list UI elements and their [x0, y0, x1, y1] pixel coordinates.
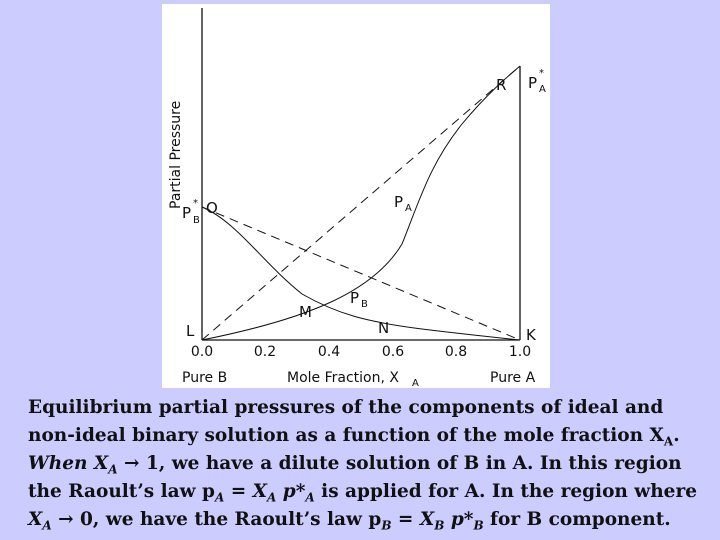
phase-diagram: Partial Pressure L K O R M N P * A P * B… [162, 4, 550, 388]
ideal-line-pb [201, 206, 521, 341]
curve-pb [201, 206, 521, 341]
svg-text:P: P [182, 204, 191, 222]
x-tick-label: 0.6 [382, 344, 404, 360]
pb-star-label: P * B [182, 198, 200, 226]
point-l-label: L [186, 322, 195, 340]
caption-line: When XA → 1, we have a dilute solution o… [28, 453, 682, 477]
curve-pa [201, 65, 521, 341]
svg-text:*: * [193, 198, 198, 209]
ideal-line-pa [201, 65, 521, 341]
pa-star-label: P * A [528, 68, 546, 95]
pb-curve-label: P B [350, 289, 368, 310]
svg-text:Mole Fraction, X: Mole Fraction, X [287, 370, 399, 386]
svg-text:*: * [539, 68, 544, 79]
caption: Equilibrium partial pressures of the com… [28, 394, 716, 534]
x-tick-label: 0.0 [191, 344, 213, 360]
svg-text:P: P [528, 74, 537, 92]
diagram-canvas: Partial Pressure L K O R M N P * A P * B… [168, 8, 546, 388]
x-axis-title: Mole Fraction, X A [287, 370, 419, 388]
point-m-label: M [299, 303, 312, 321]
svg-text:B: B [193, 215, 200, 226]
caption-line: Equilibrium partial pressures of the com… [28, 397, 664, 418]
point-o-label: O [206, 199, 218, 217]
y-axis-title: Partial Pressure [168, 101, 184, 209]
x-tick-label: 1.0 [509, 344, 531, 360]
svg-text:A: A [405, 203, 412, 214]
svg-text:P: P [394, 193, 403, 211]
point-n-label: N [378, 319, 389, 337]
x-tick-label: 0.2 [254, 344, 276, 360]
pa-curve-label: P A [394, 193, 412, 214]
caption-line: the Raoult’s law pA = XA p*A is applied … [28, 481, 697, 505]
svg-text:B: B [361, 299, 368, 310]
caption-line: XA → 0, we have the Raoult’s law pB = XB… [28, 509, 671, 533]
x-tick-label: 0.4 [318, 344, 340, 360]
caption-line: non-ideal binary solution as a function … [28, 425, 680, 449]
pure-b-label: Pure B [182, 370, 227, 386]
pure-a-label: Pure A [490, 370, 536, 386]
point-r-label: R [496, 76, 506, 94]
x-tick-label: 0.8 [445, 344, 467, 360]
point-k-label: K [526, 326, 537, 344]
svg-text:A: A [539, 84, 546, 95]
svg-text:A: A [412, 378, 419, 388]
svg-text:P: P [350, 289, 359, 307]
